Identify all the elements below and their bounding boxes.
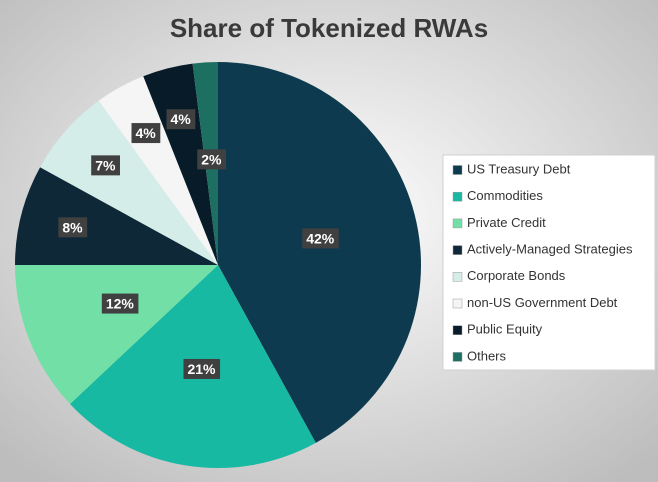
data-label-box bbox=[166, 109, 196, 130]
legend-box bbox=[442, 154, 656, 371]
data-label: 12% bbox=[106, 296, 135, 312]
data-label: 2% bbox=[201, 151, 222, 167]
data-label-box bbox=[101, 293, 139, 314]
data-label: 21% bbox=[187, 361, 216, 377]
legend-swatch bbox=[452, 165, 463, 175]
legend-swatch bbox=[452, 352, 463, 362]
legend-label: Commodities bbox=[467, 188, 543, 203]
pie-slice bbox=[15, 167, 218, 265]
data-label-box bbox=[302, 228, 339, 249]
legend-swatch bbox=[452, 218, 463, 229]
data-label: 7% bbox=[95, 157, 116, 173]
pie-slice bbox=[143, 63, 218, 266]
data-label-box bbox=[131, 123, 161, 144]
data-label-box bbox=[197, 149, 227, 170]
legend-label: Corporate Bonds bbox=[467, 268, 566, 283]
legend-label: Actively-Managed Strategies bbox=[467, 242, 633, 257]
data-label: 4% bbox=[136, 125, 157, 141]
legend-swatch bbox=[452, 298, 463, 309]
legend-swatch bbox=[452, 272, 463, 282]
data-label: 42% bbox=[306, 230, 335, 246]
legend-swatch bbox=[452, 191, 463, 202]
pie-slice bbox=[98, 76, 218, 265]
pie-slice bbox=[40, 100, 219, 265]
legend-swatch bbox=[452, 245, 463, 255]
pie-slice bbox=[15, 265, 218, 404]
data-label: 8% bbox=[62, 219, 83, 235]
legend-label: US Treasury Debt bbox=[467, 161, 571, 176]
legend-label: non-US Government Debt bbox=[467, 295, 618, 310]
legend-swatch bbox=[452, 325, 463, 335]
data-label-box bbox=[91, 155, 120, 176]
legend-label: Public Equity bbox=[467, 322, 543, 337]
legend-label: Private Credit bbox=[467, 215, 546, 230]
legend-label: Others bbox=[467, 348, 507, 363]
data-label-box bbox=[183, 358, 221, 379]
data-label: 4% bbox=[171, 111, 192, 127]
data-label-box bbox=[58, 217, 88, 238]
chart-title: Share of Tokenized RWAs bbox=[170, 13, 488, 43]
pie-slice bbox=[218, 62, 421, 443]
